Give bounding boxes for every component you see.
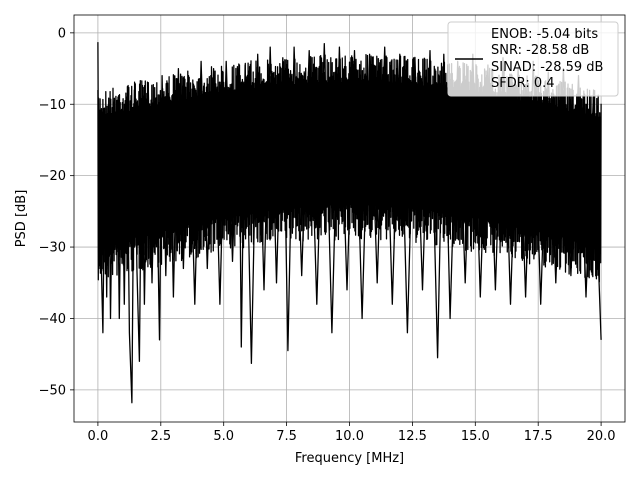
y-tick-label: −30 [39,241,66,256]
legend-enob: ENOB: -5.04 bits [491,27,598,42]
x-tick-label: 2.5 [150,429,171,444]
y-tick-label: −40 [39,312,66,327]
x-tick-label: 5.0 [213,429,234,444]
x-tick-label: 15.0 [461,429,490,444]
series-layer [97,42,602,404]
x-axis-label: Frequency [MHz] [295,451,404,466]
x-tick-label: 10.0 [335,429,364,444]
y-tick-label: 0 [58,26,66,41]
legend-box [447,21,619,97]
y-tick-label: −50 [39,383,66,398]
legend-sfdr: SFDR: 0.4 [491,76,555,91]
x-tick-label: 12.5 [398,429,427,444]
x-tick-label: 0.0 [88,429,109,444]
y-tick-label: −20 [39,169,66,184]
x-tick-label: 20.0 [587,429,616,444]
legend: ENOB: -5.04 bits SNR: -28.58 dB SINAD: -… [447,21,619,97]
legend-sinad: SINAD: -28.59 dB [491,60,603,75]
psd-series-line [97,42,602,404]
x-tick-label: 17.5 [524,429,553,444]
y-axis-label: PSD [dB] [14,190,29,248]
y-tick-label: −10 [39,98,66,113]
x-tick-label: 7.5 [276,429,297,444]
legend-snr: SNR: -28.58 dB [491,43,589,58]
axis-ticks: 0.0 2.5 5.0 7.5 10.0 12.5 15.0 17.5 20.0 0 −10 −20 −… [39,26,616,444]
